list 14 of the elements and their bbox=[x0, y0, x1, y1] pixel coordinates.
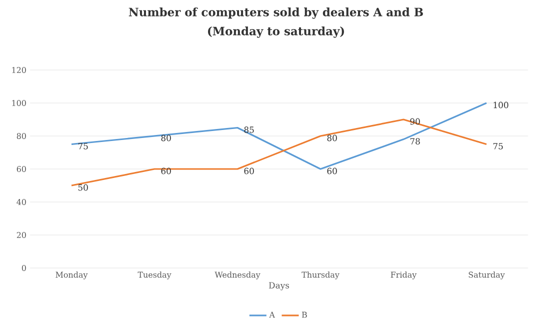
data-label: 60 bbox=[244, 168, 254, 174]
data-label: 50 bbox=[78, 184, 88, 191]
data-label: 78 bbox=[410, 138, 420, 144]
x-axis-title: Days bbox=[268, 282, 290, 290]
data-label: 80 bbox=[327, 134, 337, 142]
data-label: 85 bbox=[244, 126, 254, 133]
data-label: 75 bbox=[493, 143, 503, 150]
data-label: 60 bbox=[161, 168, 171, 174]
chart-subtitle: (Monday to saturday) bbox=[208, 26, 344, 38]
chart-title: Number of computers sold by dealers A and B bbox=[128, 8, 423, 19]
data-label: 60 bbox=[327, 168, 337, 174]
data-label: 100 bbox=[494, 102, 508, 108]
data-label: 75 bbox=[78, 143, 88, 150]
data-label: 80 bbox=[161, 134, 171, 142]
